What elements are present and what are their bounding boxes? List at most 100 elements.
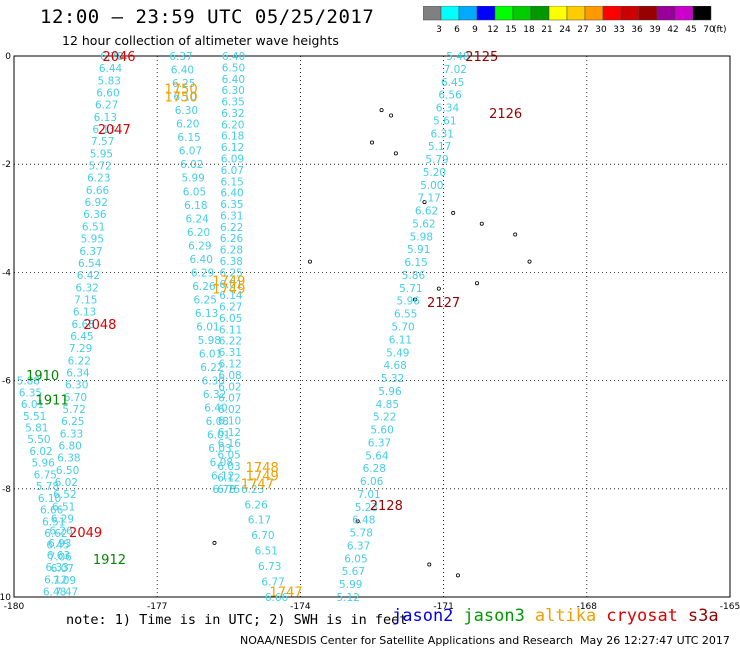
swh-value: 6.08 <box>206 416 229 428</box>
island-outline <box>479 221 484 226</box>
swh-value: 6.05 <box>183 186 206 198</box>
swh-value: 6.26 <box>192 281 216 293</box>
pass-time-label: 2047 <box>98 123 131 138</box>
swh-value: 6.51 <box>42 516 65 528</box>
swh-value: 6.56 <box>438 90 462 102</box>
swh-value: 6.51 <box>82 221 105 233</box>
swh-value: 7.02 <box>444 64 467 76</box>
swh-value: 6.63 <box>47 550 70 562</box>
legend-item-jason2: jason2 <box>392 606 454 626</box>
swh-value: 5.70 <box>391 322 414 334</box>
swh-value: 6.12 <box>217 472 240 484</box>
swh-colorbar: 3 6 9 12 15 18 21 24 27 30 33 36 39 42 45 70(ft) <box>423 6 727 35</box>
swh-value: 6.02 <box>29 446 52 458</box>
swh-value: 6.16 <box>218 438 242 450</box>
swh-value: 6.22 <box>68 355 91 367</box>
swh-value: 6.05 <box>344 553 367 565</box>
swh-value: 6.27 <box>219 302 242 314</box>
swh-value: 5.96 <box>378 386 402 398</box>
pass-time-label: 1749 <box>246 469 279 484</box>
island-outline <box>451 210 456 215</box>
swh-value: 5.99 <box>339 579 362 591</box>
island-outline <box>379 108 384 113</box>
island-outline <box>513 232 518 237</box>
swh-value: 5.81 <box>25 422 48 434</box>
pass-time-label: 2128 <box>370 499 403 514</box>
swh-value: 6.22 <box>219 336 242 348</box>
swh-value: 6.12 <box>218 359 241 371</box>
swh-value: 6.06 <box>360 476 384 488</box>
legend-item-s3a: s3a <box>687 606 719 626</box>
swh-value: 6.08 <box>218 370 241 382</box>
colorbar-label: 70 <box>703 25 715 35</box>
swh-value: 5.00 <box>420 180 443 192</box>
swh-value: 6.66 <box>265 592 289 604</box>
swh-value: 6.48 <box>352 515 375 527</box>
swh-value: 6.48 <box>43 587 66 599</box>
island-outline <box>389 113 394 118</box>
swh-value: 5.71 <box>399 283 422 295</box>
swh-value: 6.35 <box>19 387 42 399</box>
x-tick-label: -171 <box>433 602 453 610</box>
map-frame <box>13 55 731 598</box>
swh-value: 6.11 <box>389 334 412 346</box>
swh-value: 6.30 <box>222 85 245 97</box>
swh-value: 6.66 <box>86 185 110 197</box>
swh-value: 7.47 <box>55 587 78 599</box>
swh-value: 6.45 <box>46 540 69 552</box>
legend-item-altika: altika <box>534 606 597 626</box>
swh-value: 5.99 <box>181 173 204 185</box>
swh-value: 6.51 <box>52 501 75 513</box>
swh-value: 6.09 <box>221 154 244 166</box>
swh-value: 6.01 <box>196 322 219 334</box>
swh-value: 6.33 <box>60 428 83 440</box>
swh-value: 6.15 <box>177 132 200 144</box>
swh-value: 5.72 <box>62 404 85 416</box>
altimeter-map: -180 -177 -174 -171 -168 -165 0 -2 -4 -6 -8 -10 6.78… <box>0 50 740 610</box>
swh-value: 5.98 <box>410 231 433 243</box>
swh-value: 5.96 <box>31 458 55 470</box>
swh-value: 6.37 <box>368 437 391 449</box>
swh-value: 6.60 <box>96 88 119 100</box>
swh-value: 6.75 <box>34 469 57 481</box>
pass-time-label: 1748 <box>246 461 279 476</box>
x-tick-label: -177 <box>147 602 167 610</box>
swh-value: 6.34 <box>436 103 460 115</box>
swh-value: 6.10 <box>218 415 241 427</box>
swh-value: 6.40 <box>171 65 194 77</box>
swh-value: 6.32 <box>203 389 226 401</box>
swh-value: 5.62 <box>412 218 435 230</box>
colorbar-label: 24 <box>559 25 571 35</box>
swh-value: 6.33 <box>45 562 68 574</box>
swh-value: 5.83 <box>98 75 121 87</box>
swh-value: 6.22 <box>200 362 223 374</box>
swh-value: 6.30 <box>65 380 88 392</box>
swh-value: 5.20 <box>423 167 446 179</box>
swh-value: 6.92 <box>85 197 108 209</box>
pass-time-label: 1749 <box>212 283 245 298</box>
swh-value: 7.57 <box>91 136 114 148</box>
colorbar-label: 6 <box>454 25 460 35</box>
swh-value: 6.11 <box>219 324 242 336</box>
swh-value: 6.18 <box>184 200 207 212</box>
swh-value: 6.07 <box>218 393 241 405</box>
swh-value: 6.75 <box>217 484 240 496</box>
swh-value: 6.12 <box>221 142 244 154</box>
swh-value: 6.40 <box>220 188 243 200</box>
swh-value: 6.50 <box>222 62 245 74</box>
swh-value: 6.54 <box>78 258 102 270</box>
island-outline <box>455 573 460 578</box>
swh-value: 6.78 <box>100 51 123 63</box>
legend-item-cryosat: cryosat <box>606 606 678 626</box>
swh-value: 6.05 <box>217 450 240 462</box>
map-title: 12:00 – 23:59 UTC 05/25/2017 <box>40 6 375 28</box>
swh-value: 6.20 <box>187 227 210 239</box>
swh-value: 6.13 <box>195 308 218 320</box>
swh-value: 6.32 <box>75 282 98 294</box>
island-outline <box>527 259 532 264</box>
swh-value: 6.25 <box>61 416 84 428</box>
swh-value: 6.01 <box>199 349 222 361</box>
pass-time-label: 1747 <box>241 477 274 492</box>
pass-time-label: 1750 <box>165 91 198 106</box>
swh-value: 6.18 <box>221 131 244 143</box>
